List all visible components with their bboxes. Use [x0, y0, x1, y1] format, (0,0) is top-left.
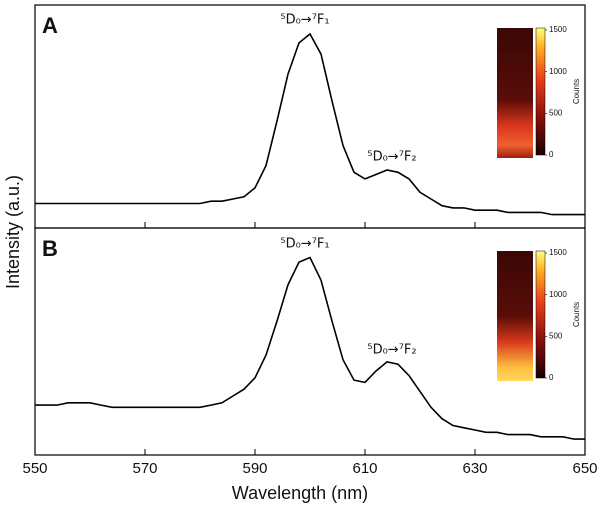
y-axis-label: Intensity (a.u.)	[3, 175, 23, 289]
colorbar-label: Counts	[572, 302, 581, 327]
cuvette-image	[497, 251, 533, 381]
x-tick-label: 630	[462, 460, 487, 477]
peak-annotation: ⁵D₀→⁷F₂	[367, 343, 416, 358]
colorbar-label: Counts	[572, 79, 581, 104]
colorbar-tick-label: 500	[549, 331, 563, 340]
x-axis-label: Wavelength (nm)	[232, 483, 368, 503]
panel-label: A	[42, 13, 58, 38]
colorbar-tick-label: 500	[549, 108, 563, 117]
colorbar	[535, 250, 546, 379]
cuvette-image	[497, 28, 533, 158]
x-tick-label: 650	[572, 460, 597, 477]
peak-annotation: ⁵D₀→⁷F₂	[367, 150, 416, 165]
panel-label: B	[42, 236, 58, 261]
colorbar-tick-label: 0	[549, 373, 554, 382]
panel-frame	[34, 227, 586, 456]
spectrum-line	[35, 32, 585, 216]
colorbar-tick-label: 1500	[549, 25, 567, 34]
colorbar-tick-label: 1000	[549, 67, 567, 76]
colorbar-tick-label: 0	[549, 150, 554, 159]
x-tick-label: 590	[242, 460, 267, 477]
peak-annotation: ⁵D₀→⁷F₁	[280, 13, 329, 28]
x-tick-label: 570	[132, 460, 157, 477]
x-tick-label: 550	[22, 460, 47, 477]
peak-annotation: ⁵D₀→⁷F₁	[280, 237, 329, 252]
colorbar-tick-label: 1000	[549, 290, 567, 299]
x-tick-label: 610	[352, 460, 377, 477]
colorbar-tick-label: 1500	[549, 248, 567, 257]
colorbar	[535, 27, 546, 156]
spectrum-line	[35, 256, 585, 440]
